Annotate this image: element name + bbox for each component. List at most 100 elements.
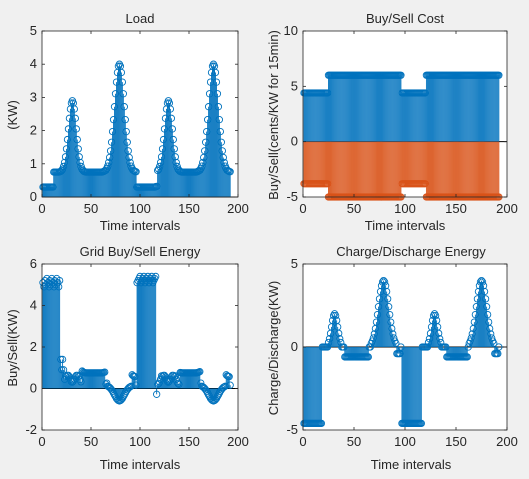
- stem-marker: [117, 68, 126, 77]
- stem-marker: [125, 153, 133, 162]
- stem-marker: [417, 419, 425, 428]
- stem-marker: [54, 279, 62, 287]
- load-ylabel: (KW): [5, 100, 20, 130]
- stem-marker: [364, 353, 372, 361]
- stem-marker: [166, 105, 175, 113]
- x-tick-label: 50: [347, 201, 361, 216]
- stem-marker: [436, 335, 444, 343]
- battery-title: Charge/Discharge Energy: [336, 244, 486, 259]
- stem-marker: [211, 68, 220, 77]
- stem-marker: [76, 158, 84, 167]
- stem-marker: [385, 303, 393, 311]
- y-tick-label: 4: [30, 56, 37, 71]
- y-tick-label: 3: [30, 89, 37, 104]
- stem-marker: [167, 114, 176, 122]
- stem-marker: [71, 114, 79, 122]
- stem-marker: [435, 329, 443, 338]
- stem-marker: [431, 311, 440, 320]
- stem-marker: [479, 282, 488, 290]
- y-tick-label: 2: [30, 339, 37, 354]
- stem-marker: [70, 105, 78, 113]
- stem-marker: [481, 295, 490, 303]
- stem-marker: [55, 276, 64, 285]
- stem-marker: [119, 392, 127, 401]
- stem-marker: [101, 368, 109, 376]
- x-tick-label: 200: [496, 201, 518, 216]
- y-tick-label: 2: [30, 123, 37, 138]
- stem-marker: [152, 272, 160, 281]
- stem-marker: [120, 103, 128, 111]
- stem-marker: [384, 295, 392, 303]
- y-tick-label: 0: [291, 339, 298, 354]
- stem-marker: [392, 339, 400, 347]
- stem-marker: [336, 335, 344, 343]
- stem-marker: [73, 135, 81, 144]
- grid-ylabel: Buy/Sell(KW): [5, 309, 20, 386]
- cost-xlabel: Time intervals: [365, 218, 446, 233]
- battery-xlabel: Time intervals: [371, 457, 452, 472]
- stem-marker: [486, 324, 494, 333]
- stem-marker: [196, 368, 204, 376]
- y-tick-label: 0: [30, 381, 37, 396]
- stem-marker: [463, 353, 471, 361]
- stem-marker: [72, 125, 80, 133]
- cost-ylabel: Buy/Sell(cents/KW for 15min): [266, 30, 281, 200]
- stem-marker: [217, 138, 225, 146]
- stem-marker: [382, 287, 391, 296]
- stem-marker: [397, 71, 405, 79]
- series-0: [300, 276, 503, 428]
- stem-marker: [386, 310, 394, 319]
- x-tick-label: 150: [445, 434, 467, 449]
- stem-marker: [57, 366, 66, 374]
- stem-marker: [381, 282, 390, 290]
- cost-title: Buy/Sell Cost: [366, 11, 444, 26]
- stem-marker: [216, 127, 225, 136]
- load-axes: Load Time intervals (KW) 0 50 100 150 200 0 1 2…: [5, 11, 249, 233]
- stem-marker: [477, 276, 486, 285]
- x-tick-label: 0: [38, 201, 45, 216]
- x-tick-label: 100: [129, 201, 151, 216]
- stem-marker: [172, 158, 180, 167]
- y-tick-label: -5: [286, 189, 298, 204]
- x-tick-label: 200: [496, 434, 518, 449]
- stem-marker: [132, 168, 140, 176]
- x-tick-label: 200: [227, 201, 249, 216]
- x-tick-label: 150: [445, 201, 467, 216]
- x-tick-label: 100: [394, 201, 416, 216]
- series-1: [300, 141, 503, 201]
- stem-marker: [212, 78, 221, 86]
- y-tick-label: 6: [30, 256, 37, 271]
- series-0: [300, 71, 503, 142]
- battery-ylabel: Charge/Discharge(KW): [266, 281, 281, 415]
- load-title: Load: [126, 11, 155, 26]
- stem-marker: [226, 381, 234, 389]
- x-tick-label: 100: [394, 434, 416, 449]
- battery-axes: Charge/Discharge Energy Time intervals C…: [266, 244, 518, 472]
- stem-marker: [495, 343, 503, 351]
- y-tick-label: 1: [30, 156, 37, 171]
- stem-marker: [64, 371, 73, 380]
- y-tick-label: 0: [291, 134, 298, 149]
- y-tick-label: 5: [30, 23, 37, 38]
- y-tick-label: 5: [291, 256, 298, 271]
- x-tick-label: 0: [299, 434, 306, 449]
- stem-marker: [215, 115, 224, 124]
- stem-marker: [169, 135, 177, 144]
- x-tick-label: 50: [347, 434, 361, 449]
- stem-marker: [330, 310, 339, 318]
- stem-marker: [478, 278, 487, 286]
- stem-marker: [118, 78, 127, 86]
- stem-marker: [317, 419, 326, 428]
- stem-marker: [480, 287, 489, 296]
- stem-marker: [226, 168, 234, 176]
- stem-marker: [213, 90, 222, 98]
- stem-marker: [219, 153, 227, 162]
- stem-marker: [74, 145, 82, 153]
- stem-marker: [388, 324, 396, 333]
- stem-marker: [75, 153, 83, 161]
- y-tick-label: 4: [30, 298, 37, 313]
- x-tick-label: 0: [299, 201, 306, 216]
- stem-marker: [225, 373, 233, 381]
- stem-marker: [214, 103, 223, 111]
